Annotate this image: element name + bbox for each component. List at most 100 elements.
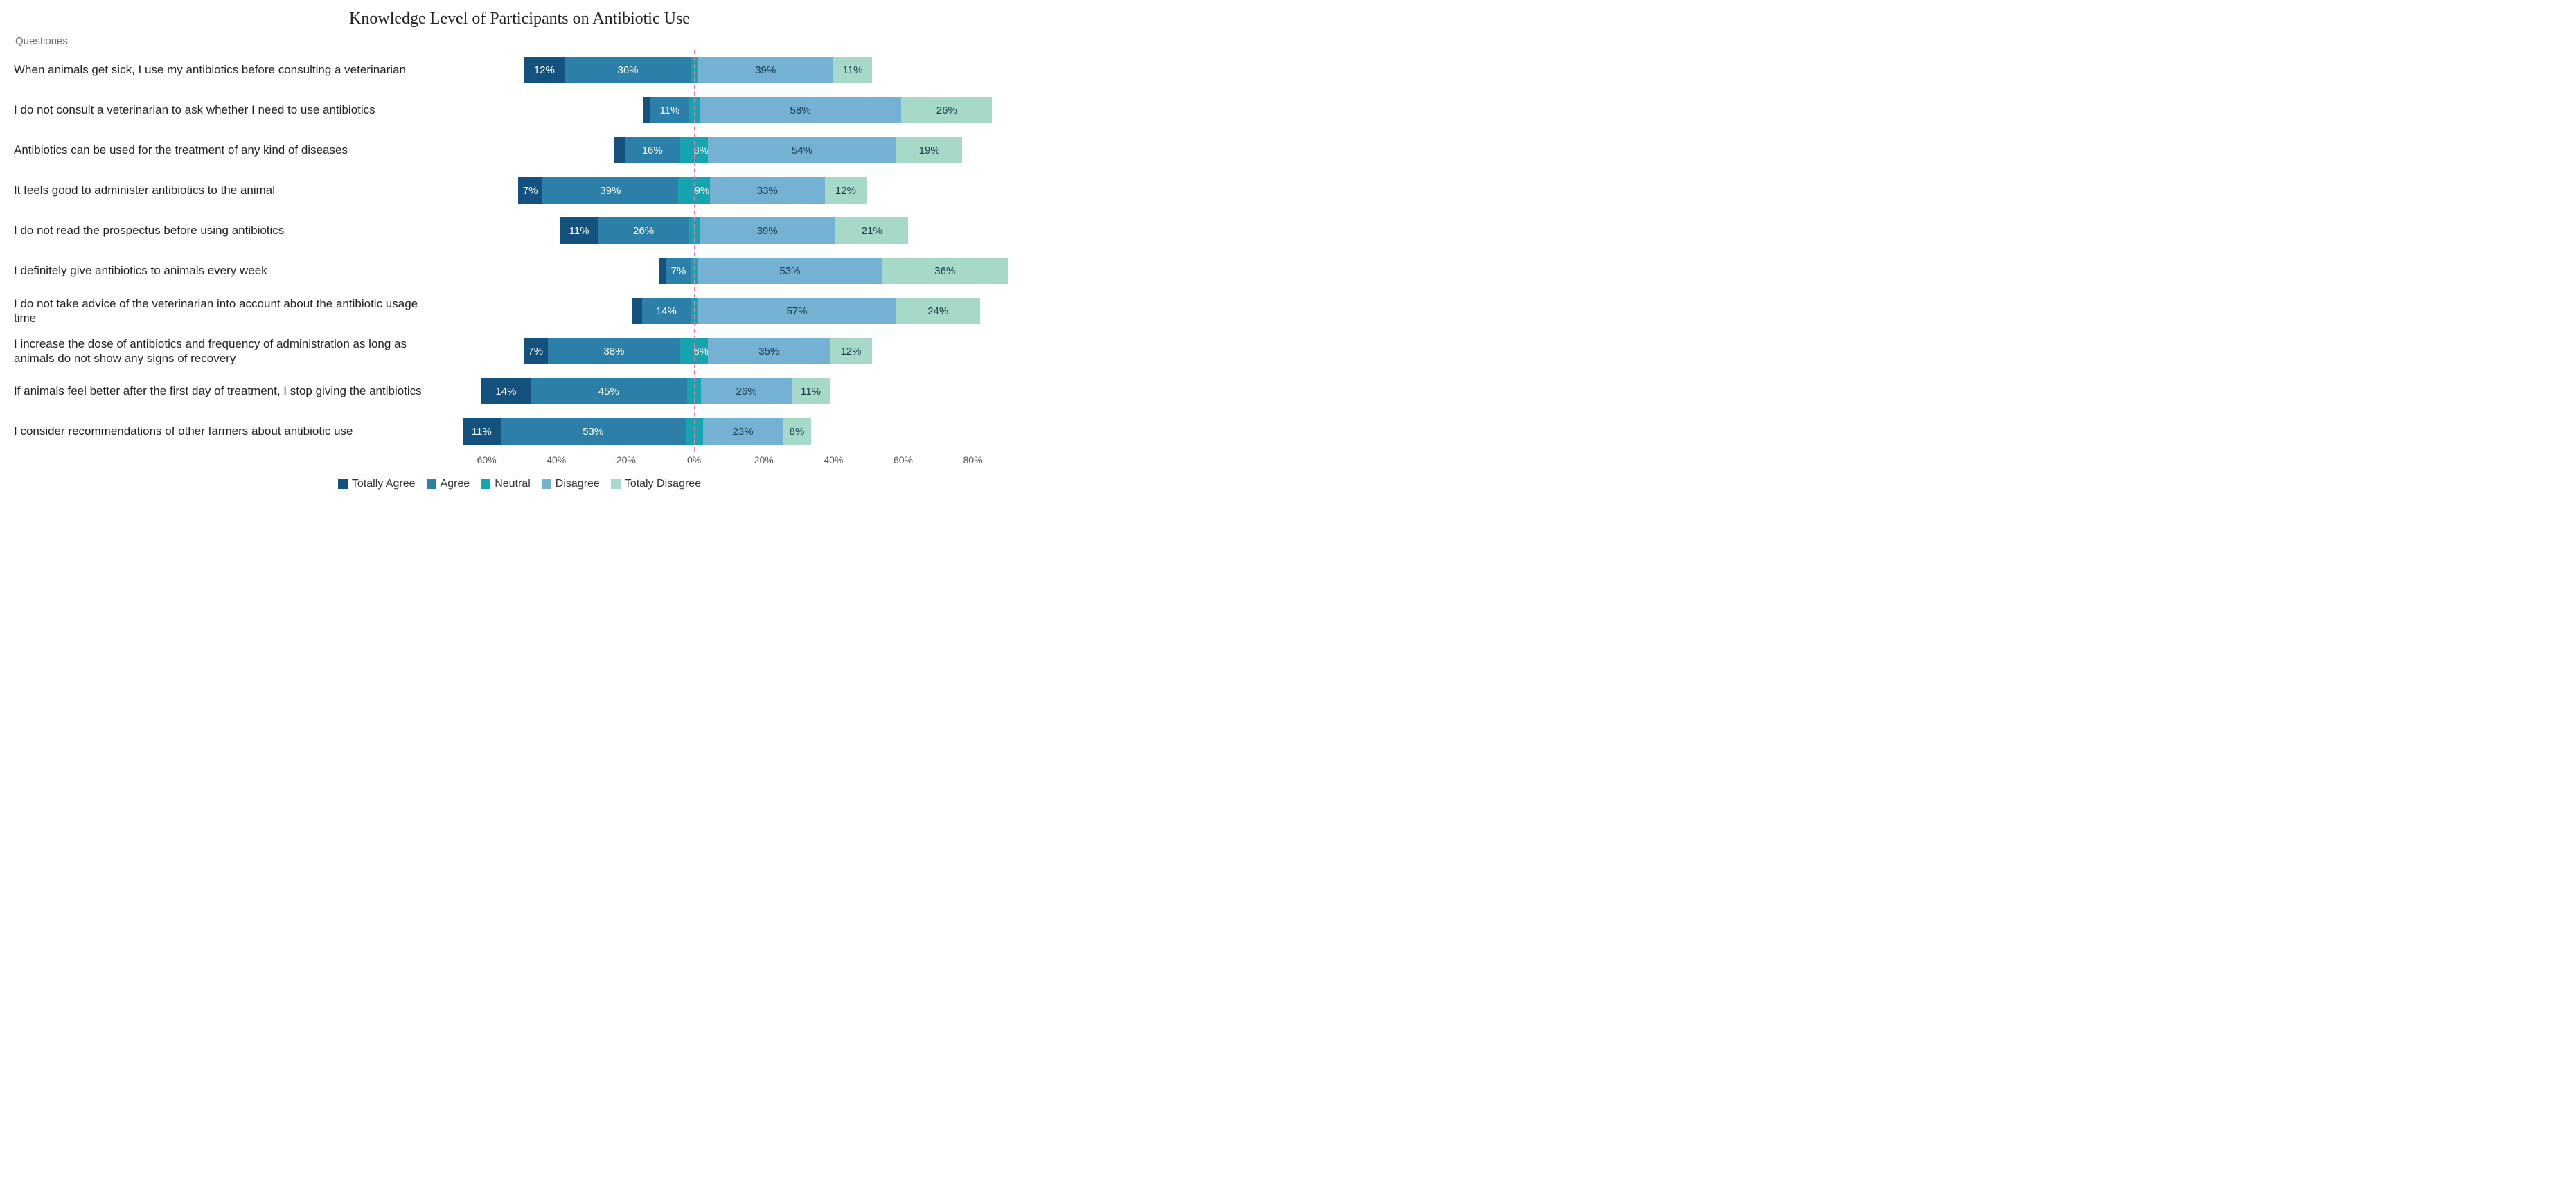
question-label-row: I do not read the prospectus before usin… <box>14 211 450 251</box>
bar-row: 53%11%23%8% <box>450 411 1025 452</box>
chart-area: When animals get sick, I use my antibiot… <box>14 50 1025 474</box>
legend-item-disagree: Disagree <box>542 478 600 490</box>
legend-label: Neutral <box>495 478 531 490</box>
segment-neutral: 8% <box>694 137 708 163</box>
segment-neutral <box>689 217 695 244</box>
segment-totally-disagree: 11% <box>792 378 830 404</box>
segment-agree: 45% <box>531 378 687 404</box>
segment-neutral <box>694 217 700 244</box>
bar-row: 14% 57%24% <box>450 291 1025 331</box>
segment-totally-agree: 7% <box>524 338 548 364</box>
plot-column: 36%12%39%11%11%58%26%16%8%54%19%39%7%9%3… <box>450 50 1025 474</box>
plot-area: 36%12%39%11%11%58%26%16%8%54%19%39%7%9%3… <box>450 50 1025 452</box>
segment-totally-disagree: 19% <box>896 137 963 163</box>
segment-neutral <box>678 177 694 204</box>
question-label: It feels good to administer antibiotics … <box>14 183 283 197</box>
legend-label: Agree <box>441 478 470 490</box>
segment-agree: 26% <box>598 217 689 244</box>
segment-disagree: 57% <box>698 298 896 324</box>
bar-row: 26%11% 39%21% <box>450 211 1025 251</box>
question-label: I consider recommendations of other farm… <box>14 424 361 438</box>
legend-swatch <box>542 479 551 489</box>
legend-swatch <box>611 479 621 489</box>
bar-track: 39%7% 9%33%12% <box>450 177 1025 204</box>
segment-disagree: 26% <box>701 378 792 404</box>
segment-totally-agree: 11% <box>463 418 501 445</box>
legend-label: Totaly Disagree <box>625 478 701 490</box>
segment-totally-agree <box>659 258 666 284</box>
question-label-row: It feels good to administer antibiotics … <box>14 170 450 211</box>
x-axis-tick: 60% <box>894 454 913 465</box>
segment-totally-agree: 11% <box>560 217 598 244</box>
question-label: If animals feel better after the first d… <box>14 384 430 398</box>
legend-item-totally-disagree: Totaly Disagree <box>611 478 701 490</box>
question-label: I do not take advice of the veterinarian… <box>14 296 450 326</box>
legend-item-totally-agree: Totally Agree <box>338 478 416 490</box>
legend-label: Disagree <box>556 478 600 490</box>
bar-track: 53%11%23%8% <box>450 418 1025 445</box>
segment-agree: 39% <box>542 177 678 204</box>
segment-neutral: 9% <box>694 177 710 204</box>
segment-disagree: 39% <box>700 217 835 244</box>
segment-neutral <box>686 418 695 445</box>
x-axis-tick: 80% <box>963 454 983 465</box>
bar-row: 45%14%26%11% <box>450 371 1025 411</box>
segment-disagree: 53% <box>698 258 882 284</box>
x-axis-tick: 40% <box>824 454 843 465</box>
bar-track: 11% 58%26% <box>450 97 1025 123</box>
x-axis-tick: -40% <box>544 454 567 465</box>
chart-title: Knowledge Level of Participants on Antib… <box>14 10 1025 28</box>
bar-track: 36%12%39%11% <box>450 57 1025 83</box>
question-label: I do not consult a veterinarian to ask w… <box>14 102 384 117</box>
legend-label: Totally Agree <box>352 478 416 490</box>
legend-item-agree: Agree <box>427 478 470 490</box>
segment-neutral: 8% <box>694 338 708 364</box>
segment-agree: 11% <box>650 97 689 123</box>
x-axis-tick: 20% <box>754 454 774 465</box>
x-axis: -60%-40%-20%0%20%40%60%80% <box>450 454 1025 474</box>
segment-neutral <box>687 378 694 404</box>
bar-row: 7%53%36% <box>450 251 1025 291</box>
question-label: When animals get sick, I use my antibiot… <box>14 62 414 77</box>
segment-totally-disagree: 12% <box>825 177 867 204</box>
segment-disagree: 39% <box>698 57 833 83</box>
legend-swatch <box>427 479 436 489</box>
segment-totally-disagree: 36% <box>882 258 1008 284</box>
segment-neutral <box>680 338 694 364</box>
question-label-row: When animals get sick, I use my antibiot… <box>14 50 450 90</box>
bar-track: 16%8%54%19% <box>450 137 1025 163</box>
question-label-row: I consider recommendations of other farm… <box>14 411 450 452</box>
question-label: Antibiotics can be used for the treatmen… <box>14 143 356 157</box>
question-labels-column: When animals get sick, I use my antibiot… <box>14 50 450 474</box>
segment-totally-disagree: 21% <box>835 217 909 244</box>
question-label: I definitely give antibiotics to animals… <box>14 263 276 278</box>
question-label-row: If animals feel better after the first d… <box>14 371 450 411</box>
bar-row: 16%8%54%19% <box>450 130 1025 170</box>
segment-totally-disagree: 12% <box>830 338 871 364</box>
bar-track: 7%53%36% <box>450 258 1025 284</box>
segment-agree: 14% <box>642 298 691 324</box>
legend: Totally Agree Agree Neutral Disagree Totaly … <box>14 478 1025 492</box>
chart-subhead: Questiones <box>15 35 1025 47</box>
bar-track: 14% 57%24% <box>450 298 1025 324</box>
segment-totally-agree <box>614 137 624 163</box>
segment-totally-disagree: 24% <box>896 298 980 324</box>
legend-swatch <box>481 479 490 489</box>
segment-totally-disagree: 26% <box>901 97 992 123</box>
bar-row: 38%7%8%35%12% <box>450 331 1025 371</box>
segment-disagree: 33% <box>710 177 825 204</box>
bar-track: 26%11% 39%21% <box>450 217 1025 244</box>
segment-totally-disagree: 11% <box>833 57 871 83</box>
segment-neutral <box>689 97 695 123</box>
segment-totally-agree: 7% <box>518 177 542 204</box>
segment-disagree: 58% <box>700 97 902 123</box>
segment-neutral <box>680 137 694 163</box>
legend-item-neutral: Neutral <box>481 478 531 490</box>
segment-agree: 53% <box>501 418 686 445</box>
bar-row: 36%12%39%11% <box>450 50 1025 90</box>
segment-neutral <box>694 378 701 404</box>
x-axis-tick: -60% <box>474 454 497 465</box>
segment-agree: 16% <box>625 137 680 163</box>
question-label-row: I definitely give antibiotics to animals… <box>14 251 450 291</box>
segment-disagree: 35% <box>708 338 830 364</box>
